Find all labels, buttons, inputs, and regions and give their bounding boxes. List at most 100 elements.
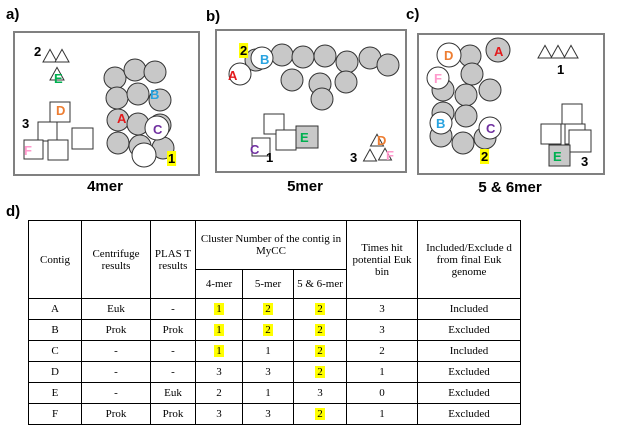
header-times-hit: Times hit potential Euk bin xyxy=(346,220,418,299)
cluster-triangle xyxy=(362,148,378,162)
white-cluster-square xyxy=(251,137,271,157)
cell-56mer: 2 xyxy=(293,361,347,383)
cell-5mer: 1 xyxy=(242,382,294,404)
cluster-value: 2 xyxy=(315,324,325,336)
grey-cluster-circle xyxy=(478,78,502,102)
cluster-triangle xyxy=(550,44,566,59)
cluster-number-label: 2 xyxy=(34,44,41,59)
white-cluster-circle xyxy=(144,115,170,141)
table-row: E - Euk 2 1 3 0 Excluded xyxy=(28,382,521,404)
grey-cluster-circle xyxy=(280,68,304,92)
cluster-triangle xyxy=(563,44,579,59)
cell-status: Excluded xyxy=(417,382,521,404)
cell-plast: Euk xyxy=(150,382,196,404)
white-cluster-circle xyxy=(478,116,502,140)
cell-4mer: 3 xyxy=(195,361,243,383)
highlight-box xyxy=(167,151,177,166)
white-cluster-circle xyxy=(429,111,453,135)
grey-cluster-circle xyxy=(123,58,147,82)
cell-5mer: 2 xyxy=(242,319,294,341)
highlight-box xyxy=(239,43,249,58)
cell-plast: Prok xyxy=(150,403,196,425)
cell-status: Included xyxy=(417,340,521,362)
contig-label-b: B xyxy=(260,52,269,67)
contig-label-f: F xyxy=(434,71,442,86)
cell-contig: E xyxy=(28,382,82,404)
white-cluster-circle xyxy=(426,66,450,90)
cell-56mer: 2 xyxy=(293,403,347,425)
contig-label-c: C xyxy=(250,142,260,157)
white-cluster-square xyxy=(263,113,285,135)
cell-plast: Prok xyxy=(150,319,196,341)
cell-56mer: 2 xyxy=(293,340,347,362)
cluster-number-label: 2 xyxy=(240,43,247,58)
panel-frame xyxy=(417,33,605,175)
header-56mer: 5 & 6-mer xyxy=(293,269,347,299)
panel-b-diagram: 2 1 3 A B C E DF xyxy=(215,29,407,173)
grey-cluster-circle xyxy=(485,37,511,63)
mycc-table: Contig Centrifuge results PLAS T results… xyxy=(28,220,521,425)
white-cluster-circle xyxy=(228,62,252,86)
grey-cluster-circle xyxy=(143,60,167,84)
cell-56mer: 3 xyxy=(293,382,347,404)
table-row: F Prok Prok 3 3 2 1 Excluded xyxy=(28,403,521,425)
cell-5mer: 3 xyxy=(242,403,294,425)
cell-status: Excluded xyxy=(417,403,521,425)
cell-4mer: 2 xyxy=(195,382,243,404)
table-row: A Euk - 1 2 2 3 Included xyxy=(28,298,521,320)
cluster-triangle xyxy=(42,48,58,63)
cell-5mer: 2 xyxy=(242,298,294,320)
cluster-number-label: 1 xyxy=(557,62,564,77)
panel-c-diagram: 1 2 3 A DF B C E xyxy=(417,33,605,175)
grey-cluster-square xyxy=(295,125,319,149)
white-cluster-square xyxy=(49,101,71,123)
grey-cluster-circle xyxy=(106,131,130,155)
table-row: D - - 3 3 2 1 Excluded xyxy=(28,361,521,383)
cluster-number-label: 1 xyxy=(266,150,273,165)
cluster-value: 3 xyxy=(265,366,271,378)
contig-label-c: C xyxy=(486,121,496,136)
contig-label-e: E xyxy=(553,149,562,164)
contig-label-a: A xyxy=(228,68,238,83)
cluster-value: 3 xyxy=(265,408,271,420)
cell-plast: - xyxy=(150,340,196,362)
panel-c-caption: 5 & 6mer xyxy=(478,179,542,196)
contig-label-f: F xyxy=(24,143,32,158)
contig-label-b: B xyxy=(436,116,445,131)
header-centrifuge: Centrifuge results xyxy=(81,220,151,299)
white-cluster-square xyxy=(568,129,592,153)
grey-cluster-circle xyxy=(454,83,478,107)
grey-cluster-circle xyxy=(103,66,127,90)
cluster-value: 2 xyxy=(315,303,325,315)
cluster-number-label: 1 xyxy=(168,151,175,166)
panel-a-diagram: 2 3 1 E D F A B C xyxy=(13,31,200,176)
grey-cluster-circle xyxy=(460,62,484,86)
cluster-value: 1 xyxy=(214,345,224,357)
header-included: Included/Exclude d from final Euk genome xyxy=(417,220,521,299)
cluster-number-label: 2 xyxy=(481,149,488,164)
contig-label-c: C xyxy=(153,122,163,137)
contig-label-f: F xyxy=(386,148,394,163)
cell-centrifuge: Euk xyxy=(81,298,151,320)
highlight-box xyxy=(480,149,490,164)
cell-times-hit: 3 xyxy=(346,319,418,341)
cluster-value: 3 xyxy=(216,366,222,378)
cell-times-hit: 1 xyxy=(346,403,418,425)
cluster-triangle xyxy=(54,48,70,63)
cluster-value: 2 xyxy=(315,408,325,420)
header-5mer: 5-mer xyxy=(242,269,294,299)
cluster-value: 2 xyxy=(216,387,222,399)
cluster-number-label: 3 xyxy=(22,116,29,131)
cluster-number-label: 3 xyxy=(581,154,588,169)
header-plast: PLAS T results xyxy=(150,220,196,299)
cell-5mer: 1 xyxy=(242,340,294,362)
white-cluster-square xyxy=(37,121,58,142)
panel-frame xyxy=(13,31,200,176)
cluster-value: 1 xyxy=(214,303,224,315)
cluster-triangle xyxy=(369,133,385,147)
cell-centrifuge: Prok xyxy=(81,319,151,341)
cell-plast: - xyxy=(150,361,196,383)
cell-times-hit: 0 xyxy=(346,382,418,404)
panel-a-label: a) xyxy=(6,6,20,23)
